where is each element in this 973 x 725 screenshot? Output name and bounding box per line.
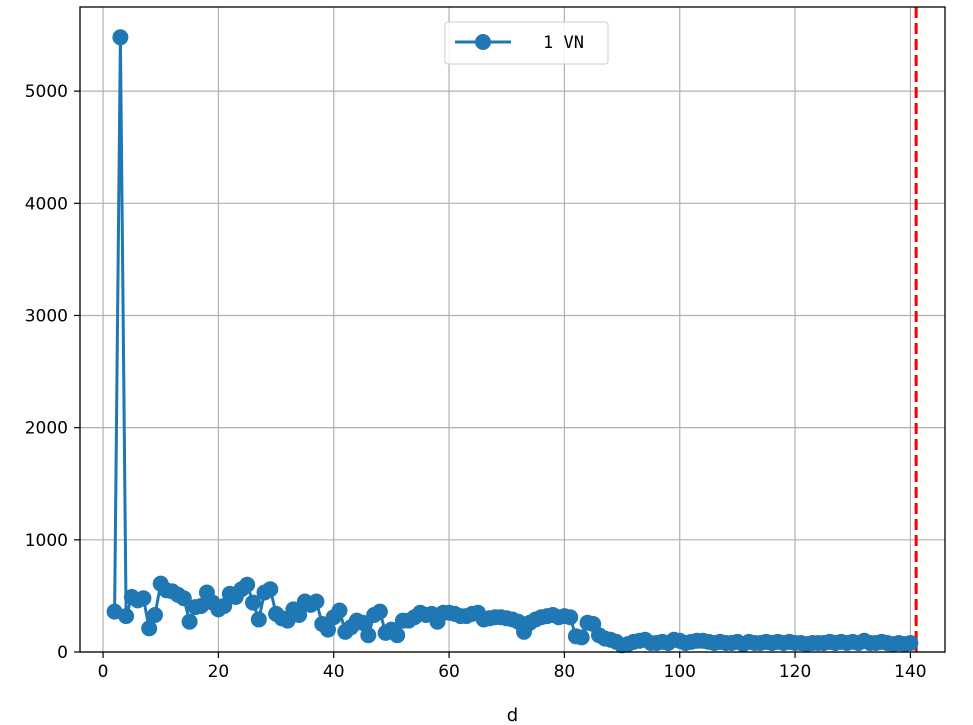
x-tick-label: 80	[554, 662, 576, 682]
x-tick-label: 40	[323, 662, 345, 682]
data-point	[371, 603, 388, 620]
data-point	[216, 598, 233, 614]
data-point	[245, 594, 261, 611]
data-point	[354, 614, 371, 631]
data-point	[181, 613, 198, 630]
data-point	[291, 607, 308, 623]
data-point	[902, 635, 919, 651]
data-point	[250, 611, 267, 628]
data-point	[118, 608, 135, 625]
grid-layer	[80, 7, 945, 653]
y-tick-label: 0	[57, 643, 68, 663]
series-line	[113, 35, 911, 647]
data-point	[320, 621, 336, 638]
data-point	[562, 609, 579, 626]
data-point	[389, 627, 406, 644]
x-tick-label: 120	[779, 662, 811, 682]
legend-series-label: 1 VN	[543, 33, 584, 53]
data-point	[141, 620, 158, 637]
y-tick-label: 4000	[25, 194, 68, 214]
x-axis-label: d	[507, 705, 518, 725]
y-tick-label: 1000	[25, 531, 68, 551]
data-point	[360, 627, 377, 644]
data-point	[331, 602, 348, 619]
x-tick-label: 60	[438, 662, 460, 682]
plot-area-frame	[79, 6, 946, 653]
data-point	[112, 29, 129, 46]
y-tick-label: 5000	[25, 82, 68, 102]
data-point	[135, 590, 152, 607]
y-tick-label: 2000	[25, 419, 68, 439]
legend-box	[444, 21, 609, 65]
legend-series-marker	[475, 34, 491, 50]
data-point	[239, 576, 256, 593]
data-point	[147, 607, 163, 623]
ticks-layer: 0 20 40 60 80 100 120 140 0 1000 2000 3000 4000 5000	[25, 82, 927, 682]
data-point	[175, 590, 192, 607]
data-point	[262, 581, 279, 598]
y-tick-label: 3000	[25, 306, 68, 326]
legend: 1 VN	[444, 21, 609, 65]
data-point	[573, 629, 590, 646]
series-layer	[106, 29, 919, 654]
x-tick-label: 20	[208, 662, 230, 682]
data-point	[308, 593, 325, 610]
x-tick-label: 0	[98, 662, 109, 682]
x-tick-label: 100	[664, 662, 696, 682]
x-tick-label: 140	[894, 662, 926, 682]
